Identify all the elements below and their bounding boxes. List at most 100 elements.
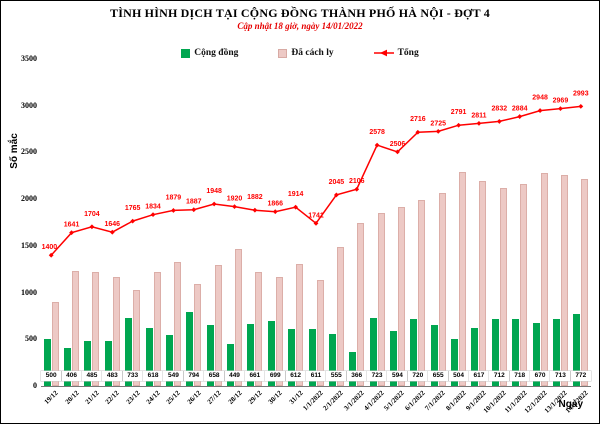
y-tick-label: 1500 [21, 240, 37, 250]
x-tick-label: 29/12 [246, 389, 264, 406]
bar-da-cach-ly [112, 277, 120, 386]
y-tick-label: 3500 [21, 54, 37, 63]
x-tick-label: 7/1/2022 [423, 389, 447, 413]
y-tick-label: 2500 [21, 147, 37, 157]
bar-value-label: 555 [326, 371, 347, 381]
bar-cong-dong [491, 319, 499, 386]
bar-value-label: 723 [367, 371, 388, 381]
bar-cong-dong [573, 313, 581, 386]
x-tick-label: 31/12 [287, 389, 305, 406]
x-tick-label: 22/12 [104, 389, 121, 406]
total-value-label: 1741 [308, 212, 324, 219]
x-tick-label: 24/12 [144, 389, 162, 406]
bar-cong-dong [288, 328, 296, 386]
bar-da-cach-ly [296, 264, 304, 386]
bar-cong-dong [369, 318, 377, 386]
total-value-label: 2045 [329, 179, 345, 186]
x-tick-label: 27/12 [205, 389, 223, 406]
bar-da-cach-ly [72, 270, 80, 386]
bar-cong-dong [512, 318, 520, 386]
x-tick-label: 28/12 [226, 389, 244, 406]
total-value-label: 1887 [186, 199, 202, 206]
x-tick-label: 3/1/2022 [342, 389, 366, 413]
bar-cong-dong [247, 324, 255, 386]
bar-cong-dong [267, 320, 275, 386]
bar-cong-dong [125, 317, 133, 386]
total-value-label: 1882 [247, 194, 263, 201]
x-tick-label: 8/1/2022 [443, 389, 468, 413]
total-point-marker [354, 186, 360, 192]
bar-value-label: 500 [41, 371, 62, 381]
bar-da-cach-ly [275, 276, 283, 386]
x-tick-label: 30/12 [266, 389, 284, 406]
bar-value-label: 449 [224, 371, 245, 381]
total-value-label: 2832 [492, 105, 508, 112]
total-value-label: 2969 [553, 98, 569, 105]
total-value-label: 2716 [410, 116, 426, 123]
bar-cong-dong [84, 340, 92, 386]
bar-da-cach-ly [377, 212, 385, 386]
bar-cong-dong [186, 311, 194, 386]
total-value-label: 1914 [288, 191, 304, 198]
bar-da-cach-ly [397, 207, 405, 386]
x-tick-label: 19/12 [42, 389, 60, 406]
bar-value-label: 483 [102, 371, 123, 381]
x-tick-label: 26/12 [185, 389, 203, 406]
x-tick-label: 4/1/2022 [362, 389, 386, 413]
bar-da-cach-ly [336, 246, 344, 386]
total-point-marker [476, 120, 482, 126]
bar-cong-dong [451, 338, 459, 386]
bar-cong-dong [471, 328, 479, 386]
bar-value-label: 594 [387, 371, 408, 381]
bar-da-cach-ly [418, 199, 426, 386]
bar-value-label: 699 [265, 371, 286, 381]
total-point-marker [558, 106, 563, 112]
bar-cong-dong [430, 324, 438, 386]
bar-da-cach-ly [194, 283, 202, 386]
total-value-label: 1879 [166, 194, 182, 201]
bar-da-cach-ly [438, 192, 446, 386]
bar-value-label: 661 [244, 371, 265, 381]
chart-title: TÌNH HÌNH DỊCH TẠI CỘNG ĐỒNG THÀNH PHỐ H… [110, 6, 490, 20]
total-point-marker [293, 204, 299, 210]
bar-value-label: 485 [81, 371, 102, 381]
bar-da-cach-ly [173, 261, 181, 386]
bar-value-label: 612 [285, 371, 306, 381]
total-value-label: 2725 [430, 120, 446, 127]
total-value-label: 2811 [471, 112, 486, 119]
total-value-label: 2106 [349, 178, 365, 185]
total-point-marker [150, 212, 156, 218]
bar-value-label: 733 [122, 371, 143, 381]
total-value-label: 1704 [84, 211, 100, 218]
total-point-marker [374, 142, 380, 148]
bar-value-label: 617 [468, 371, 489, 381]
bar-value-label: 658 [204, 371, 225, 381]
total-point-marker [496, 119, 502, 124]
bar-da-cach-ly [357, 223, 365, 386]
bar-cong-dong [64, 348, 72, 386]
bar-value-label: 794 [183, 371, 204, 381]
bar-da-cach-ly [255, 271, 263, 386]
bar-cong-dong [145, 328, 153, 386]
bar-value-label: 670 [530, 371, 551, 381]
bar-cong-dong [165, 334, 173, 386]
total-point-marker [415, 129, 421, 135]
bar-value-label: 406 [61, 371, 82, 381]
total-value-label: 2884 [512, 106, 528, 113]
total-value-label: 2578 [369, 129, 385, 136]
legend-item-tong: Tổng [373, 48, 419, 58]
bar-cong-dong [43, 339, 51, 386]
total-point-marker [313, 220, 319, 226]
total-point-marker [109, 229, 115, 235]
x-tick-label: 6/1/2022 [403, 389, 427, 413]
x-tick-label: 23/12 [124, 389, 142, 406]
x-tick-label: 25/12 [165, 389, 183, 406]
bar-da-cach-ly [459, 172, 467, 386]
plot-area: 1400 1641 1704 1646 1765 1834 1879 1887 1948 1920… [41, 59, 591, 387]
bar-da-cach-ly [153, 272, 161, 386]
total-value-label: 1400 [42, 244, 58, 251]
total-point-marker [578, 103, 584, 109]
total-line-layer: 1400 1641 1704 1646 1765 1834 1879 1887 1948 1920… [42, 90, 589, 258]
legend: Cộng đồng Đã cách ly Tổng [1, 48, 599, 58]
